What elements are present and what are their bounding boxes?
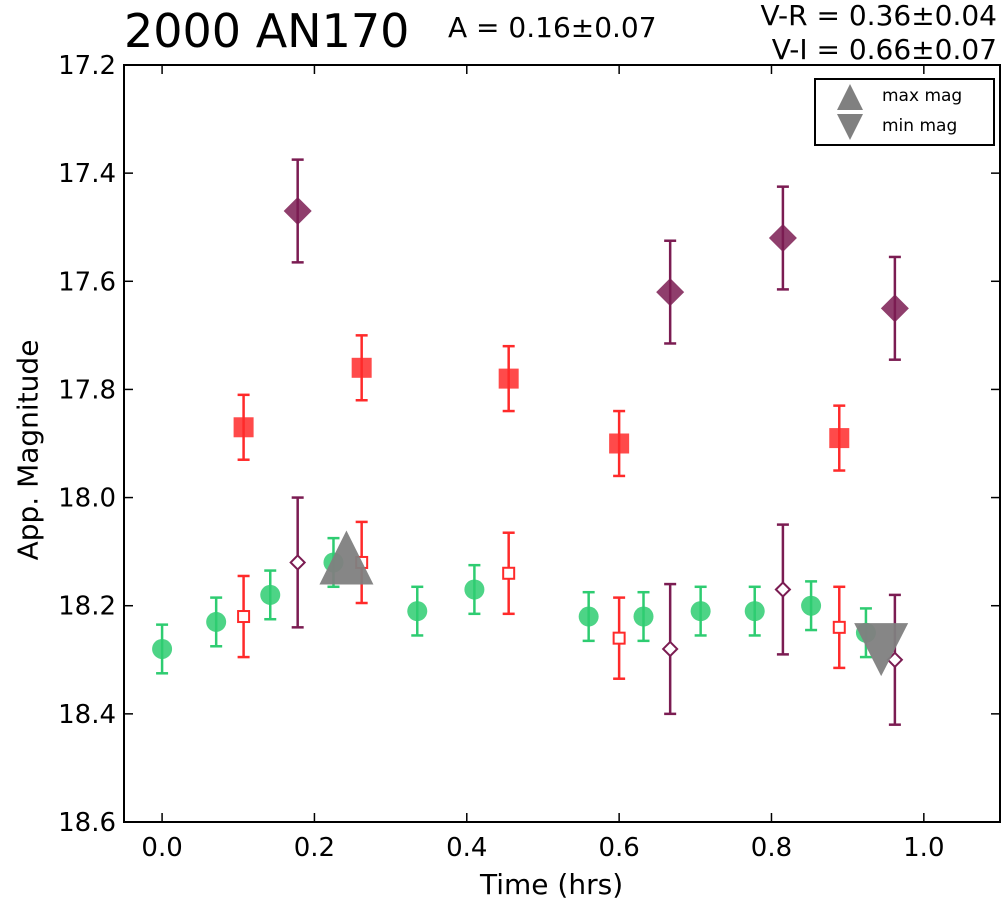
x-tick-label: 0.6	[598, 833, 639, 863]
amplitude-label: A = 0.16±0.07	[448, 11, 657, 44]
legend: max mag min mag	[814, 78, 995, 146]
data-point-r-open	[612, 631, 626, 645]
y-tick-label: 17.6	[58, 267, 116, 297]
y-tick-label: 18.4	[58, 700, 116, 730]
x-tick-label: 1.0	[903, 833, 944, 863]
legend-max-marker	[837, 84, 863, 110]
data-point-v	[690, 601, 711, 622]
y-tick-label: 17.4	[58, 159, 116, 189]
chart-title: 2000 AN170	[124, 4, 410, 58]
data-point-i	[768, 224, 797, 253]
y-tick-label: 18.6	[58, 808, 116, 838]
data-point-r	[498, 368, 519, 389]
plot-frame	[123, 64, 1001, 823]
data-point-i-open	[661, 640, 679, 658]
y-axis-label: App. Magnitude	[11, 339, 45, 561]
legend-min-label: min mag	[882, 116, 958, 136]
min-mag-marker	[854, 623, 909, 677]
y-tick-label: 17.2	[58, 51, 116, 81]
data-point-r	[233, 417, 254, 438]
data-point-v	[206, 611, 227, 632]
legend-max-label: max mag	[882, 86, 963, 106]
y-tick-label: 17.8	[58, 375, 116, 405]
x-tick-label: 0.8	[751, 833, 792, 863]
data-point-v	[407, 601, 428, 622]
data-point-v	[260, 584, 281, 605]
data-point-v	[744, 601, 765, 622]
data-point-r	[351, 357, 372, 378]
y-tick-label: 18.0	[58, 484, 116, 514]
data-point-i-open	[289, 554, 307, 571]
y-tick-label: 18.2	[58, 592, 116, 622]
data-point-v	[801, 595, 822, 616]
x-tick-label: 0.0	[141, 833, 182, 863]
color-index-v-r: V-R = 0.36±0.04	[760, 0, 997, 32]
data-point-i	[283, 196, 312, 225]
data-point-v	[578, 606, 599, 627]
data-point-r-open	[237, 610, 251, 624]
data-point-v	[464, 579, 485, 600]
data-point-i	[880, 294, 909, 323]
data-point-r	[829, 428, 850, 449]
data-point-r-open	[832, 620, 846, 634]
color-index-v-i: V-I = 0.66±0.07	[771, 33, 997, 66]
x-tick-label: 0.2	[294, 833, 335, 863]
x-axis-label: Time (hrs)	[480, 868, 624, 901]
data-point-r-open	[502, 566, 516, 580]
data-point-r	[609, 433, 630, 454]
legend-min-marker	[837, 114, 863, 140]
data-point-v	[152, 638, 173, 659]
data-point-i-open	[774, 581, 792, 598]
x-tick-label: 0.4	[446, 833, 487, 863]
legend-markers	[837, 84, 863, 140]
max-mag-marker	[319, 530, 374, 585]
data-point-i	[656, 278, 685, 307]
data-point-v	[633, 606, 654, 627]
